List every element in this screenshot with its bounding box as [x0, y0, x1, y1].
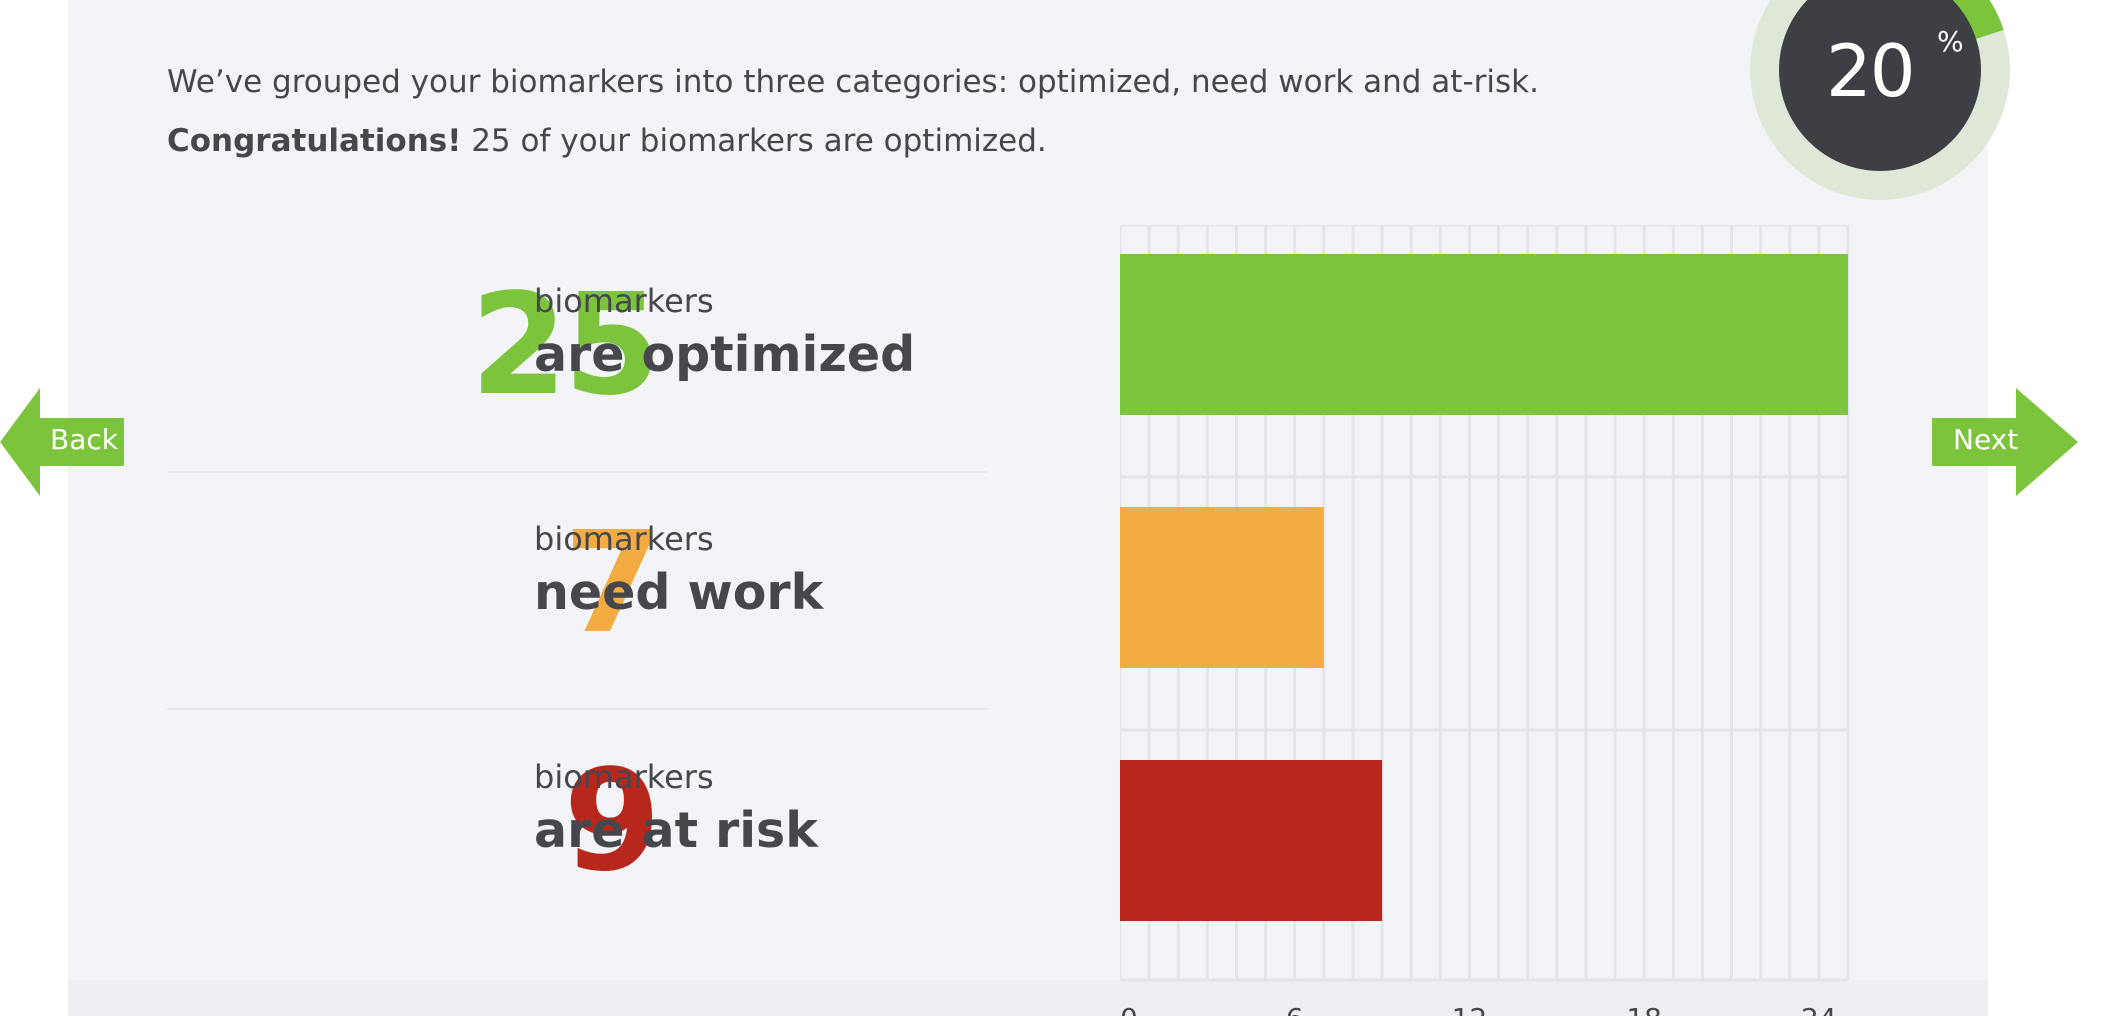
- progress-ring: [1750, 0, 2010, 200]
- chart-tick-label: 24: [1801, 1002, 1837, 1016]
- optimized-count: 25: [470, 264, 661, 427]
- at-risk-count: 9: [563, 740, 661, 903]
- next-label: Next: [1953, 423, 2019, 456]
- next-button[interactable]: Next: [1932, 388, 2078, 496]
- panel-footer: [68, 980, 1988, 1016]
- optimized-small-label: biomarkers: [534, 282, 714, 320]
- stat-optimized: 25 biomarkers are optimized: [167, 238, 987, 474]
- congrats-rest: 25 of your biomarkers are optimized.: [461, 123, 1047, 159]
- at-risk-big-label: are at risk: [534, 802, 818, 859]
- intro-text: We’ve grouped your biomarkers into three…: [167, 64, 1539, 100]
- stat-need-work: 7 biomarkers need work: [167, 476, 987, 712]
- optimized-big-label: are optimized: [534, 326, 916, 383]
- back-arrow-icon: [0, 388, 124, 496]
- at-risk-small-label: biomarkers: [534, 758, 714, 796]
- back-button[interactable]: Back: [0, 388, 124, 496]
- chart-tick-label: 6: [1286, 1002, 1304, 1016]
- congrats-bold: Congratulations!: [167, 123, 462, 159]
- back-label: Back: [50, 423, 118, 456]
- progress-unit: %: [1937, 25, 1964, 58]
- bar-chart: 0 6 12 18 24: [1120, 225, 1850, 1016]
- progress-value: 20: [1826, 29, 1916, 113]
- need-work-count: 7: [563, 502, 661, 665]
- chart-tick-label: 12: [1452, 1002, 1488, 1016]
- chart-bar: [1120, 254, 1848, 415]
- next-arrow-icon: [1932, 388, 2078, 496]
- divider: [167, 708, 987, 710]
- progress-donut: 20 %: [1750, 0, 2010, 200]
- progress-center: [1779, 0, 1981, 171]
- divider: [167, 471, 987, 473]
- need-work-big-label: need work: [534, 564, 824, 621]
- congrats-text: Congratulations! 25 of your biomarkers a…: [167, 123, 1047, 159]
- stat-at-risk: 9 biomarkers are at risk: [167, 714, 987, 950]
- need-work-small-label: biomarkers: [534, 520, 714, 558]
- chart-bar: [1120, 507, 1324, 668]
- chart-tick-label: 0: [1120, 1002, 1138, 1016]
- chart-bar: [1120, 760, 1383, 921]
- chart-tick-label: 18: [1626, 1002, 1662, 1016]
